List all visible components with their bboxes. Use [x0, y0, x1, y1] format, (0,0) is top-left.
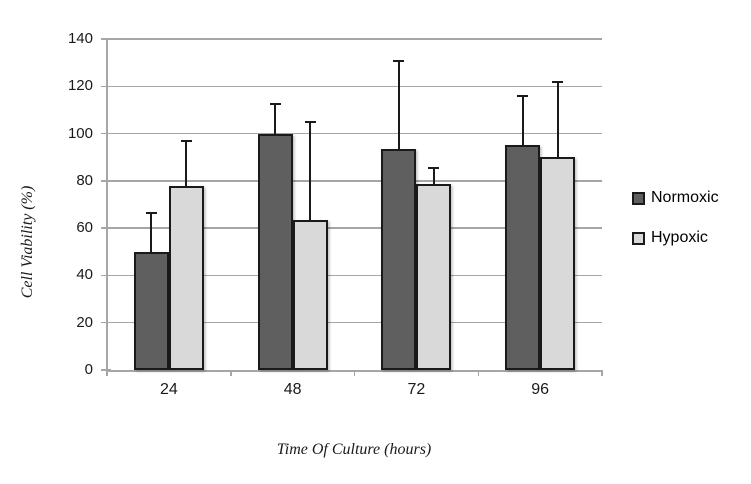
bar-hypoxic-24 — [168, 185, 204, 370]
y-tick-60 — [101, 227, 111, 229]
hypoxic-swatch-icon — [632, 231, 645, 245]
x-category-label-24: 24 — [159, 381, 178, 398]
y-tick-100 — [101, 132, 111, 135]
error-bar-cap-hypoxic-24 — [180, 139, 192, 142]
y-axis-line — [106, 39, 108, 376]
gridline-40 — [107, 274, 602, 277]
y-tick-40 — [101, 274, 111, 277]
y-tick-label-0: 0 — [84, 361, 93, 378]
error-bar-normoxic-72 — [397, 61, 400, 149]
error-bar-cap-normoxic-96 — [517, 94, 529, 97]
error-bar-cap-hypoxic-48 — [304, 120, 316, 123]
gridline-140 — [107, 38, 602, 40]
bar-normoxic-24 — [133, 251, 169, 370]
bar-normoxic-96 — [505, 145, 541, 370]
y-tick-80 — [101, 180, 111, 182]
x-category-label-48: 48 — [283, 381, 302, 398]
error-bar-normoxic-96 — [521, 95, 524, 146]
error-bar-normoxic-48 — [274, 104, 277, 134]
legend: Normoxic Hypoxic — [632, 190, 719, 246]
bar-hypoxic-48 — [292, 219, 328, 370]
x-tick-4 — [601, 370, 603, 376]
normoxic-swatch-icon — [632, 191, 645, 205]
error-bar-cap-hypoxic-72 — [428, 166, 440, 169]
bar-hypoxic-96 — [540, 157, 576, 370]
bar-hypoxic-72 — [416, 184, 452, 370]
error-bar-hypoxic-72 — [432, 167, 435, 185]
y-tick-label-100: 100 — [67, 124, 93, 142]
y-axis-title: Cell Viability (%) — [19, 185, 36, 299]
y-tick-140 — [101, 38, 111, 40]
y-tick-120 — [101, 85, 111, 88]
y-tick-label-80: 80 — [76, 171, 93, 189]
gridline-80 — [107, 180, 602, 182]
gridline-120 — [107, 85, 602, 88]
legend-item-normoxic: Normoxic — [632, 190, 719, 206]
x-axis-title: Time Of Culture (hours) — [276, 441, 432, 458]
x-tick-1 — [230, 370, 232, 376]
y-tick-20 — [101, 321, 111, 324]
y-tick-label-120: 120 — [67, 77, 93, 95]
error-bar-normoxic-24 — [150, 212, 153, 252]
x-category-label-72: 72 — [407, 381, 426, 398]
bar-normoxic-72 — [381, 148, 417, 370]
y-tick-label-20: 20 — [76, 313, 93, 331]
error-bar-hypoxic-24 — [185, 140, 188, 186]
legend-label-hypoxic: Hypoxic — [651, 229, 708, 246]
x-category-label-96: 96 — [531, 381, 550, 398]
x-tick-0 — [106, 370, 108, 376]
legend-item-hypoxic: Hypoxic — [632, 230, 719, 246]
error-bar-cap-hypoxic-96 — [552, 80, 564, 83]
gridline-60 — [107, 227, 602, 229]
error-bar-hypoxic-96 — [556, 81, 559, 158]
x-tick-3 — [477, 370, 479, 376]
error-bar-cap-normoxic-48 — [269, 103, 281, 106]
x-tick-2 — [353, 370, 356, 376]
error-bar-cap-normoxic-24 — [145, 211, 157, 214]
legend-label-normoxic: Normoxic — [651, 189, 719, 206]
y-tick-label-60: 60 — [76, 219, 93, 237]
y-tick-label-140: 140 — [67, 30, 93, 47]
gridline-20 — [107, 321, 602, 324]
error-bar-hypoxic-48 — [309, 121, 312, 220]
bar-normoxic-48 — [257, 133, 293, 370]
y-tick-label-40: 40 — [76, 266, 93, 284]
error-bar-cap-normoxic-72 — [393, 60, 405, 63]
gridline-100 — [107, 132, 602, 135]
